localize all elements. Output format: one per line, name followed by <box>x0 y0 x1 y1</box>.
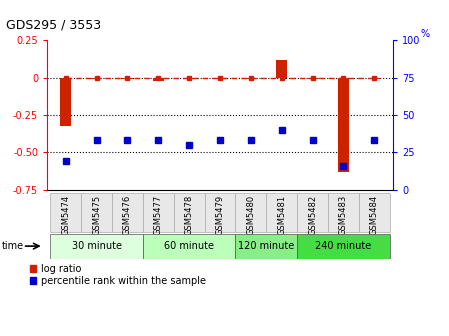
FancyBboxPatch shape <box>143 234 235 259</box>
FancyBboxPatch shape <box>328 193 359 232</box>
FancyBboxPatch shape <box>205 193 235 232</box>
Legend: log ratio, percentile rank within the sample: log ratio, percentile rank within the sa… <box>30 263 206 286</box>
Text: 240 minute: 240 minute <box>315 241 372 251</box>
FancyBboxPatch shape <box>297 234 390 259</box>
Text: 120 minute: 120 minute <box>238 241 295 251</box>
Text: %: % <box>421 29 430 39</box>
FancyBboxPatch shape <box>235 234 297 259</box>
Text: GSM5476: GSM5476 <box>123 195 132 236</box>
Text: time: time <box>2 241 24 251</box>
FancyBboxPatch shape <box>359 193 390 232</box>
FancyBboxPatch shape <box>50 193 81 232</box>
Text: GDS295 / 3553: GDS295 / 3553 <box>6 18 101 31</box>
Bar <box>246 78 256 79</box>
Text: GSM5477: GSM5477 <box>154 195 163 236</box>
Bar <box>153 78 164 81</box>
Text: 60 minute: 60 minute <box>164 241 214 251</box>
Text: GSM5481: GSM5481 <box>277 195 286 235</box>
Text: GSM5483: GSM5483 <box>339 195 348 236</box>
FancyBboxPatch shape <box>266 193 297 232</box>
Bar <box>338 78 349 172</box>
Text: GSM5474: GSM5474 <box>61 195 70 235</box>
FancyBboxPatch shape <box>297 193 328 232</box>
Bar <box>307 78 318 79</box>
Bar <box>369 78 380 79</box>
Text: 30 minute: 30 minute <box>71 241 122 251</box>
Bar <box>215 78 225 79</box>
Bar <box>122 78 133 79</box>
FancyBboxPatch shape <box>174 193 205 232</box>
Bar <box>91 78 102 79</box>
Text: GSM5482: GSM5482 <box>308 195 317 235</box>
Text: GSM5480: GSM5480 <box>247 195 255 235</box>
FancyBboxPatch shape <box>143 193 174 232</box>
Text: GSM5475: GSM5475 <box>92 195 101 235</box>
FancyBboxPatch shape <box>112 193 143 232</box>
Bar <box>276 60 287 78</box>
Bar <box>60 78 71 126</box>
Text: GSM5478: GSM5478 <box>185 195 194 236</box>
Text: GSM5484: GSM5484 <box>370 195 379 235</box>
FancyBboxPatch shape <box>50 234 143 259</box>
FancyBboxPatch shape <box>81 193 112 232</box>
Text: GSM5479: GSM5479 <box>216 195 224 235</box>
Bar <box>184 78 194 79</box>
FancyBboxPatch shape <box>235 193 266 232</box>
